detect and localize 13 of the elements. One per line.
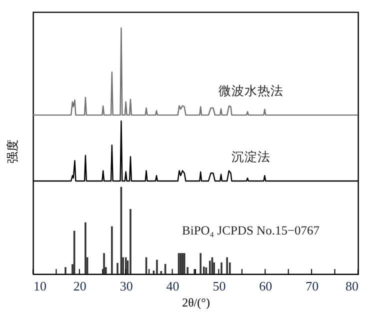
- series-label: 微波水热法: [218, 84, 284, 98]
- x-tick-label: 70: [306, 278, 319, 294]
- x-tick-label: 40: [166, 278, 180, 294]
- x-tick-label: 80: [346, 278, 358, 294]
- series-label: 沉淀法: [231, 150, 270, 164]
- x-tick-label: 50: [212, 278, 226, 294]
- x-axis-title: 2θ/(°): [182, 296, 210, 310]
- x-tick-label: 60: [259, 278, 272, 294]
- y-axis-title: 强度: [6, 140, 20, 164]
- x-tick-label: 30: [120, 278, 133, 294]
- x-tick-label: 10: [34, 278, 46, 294]
- series-label: BiPO₄ JCPDS No.15−0767: [182, 223, 320, 238]
- x-tick-label: 20: [73, 278, 86, 294]
